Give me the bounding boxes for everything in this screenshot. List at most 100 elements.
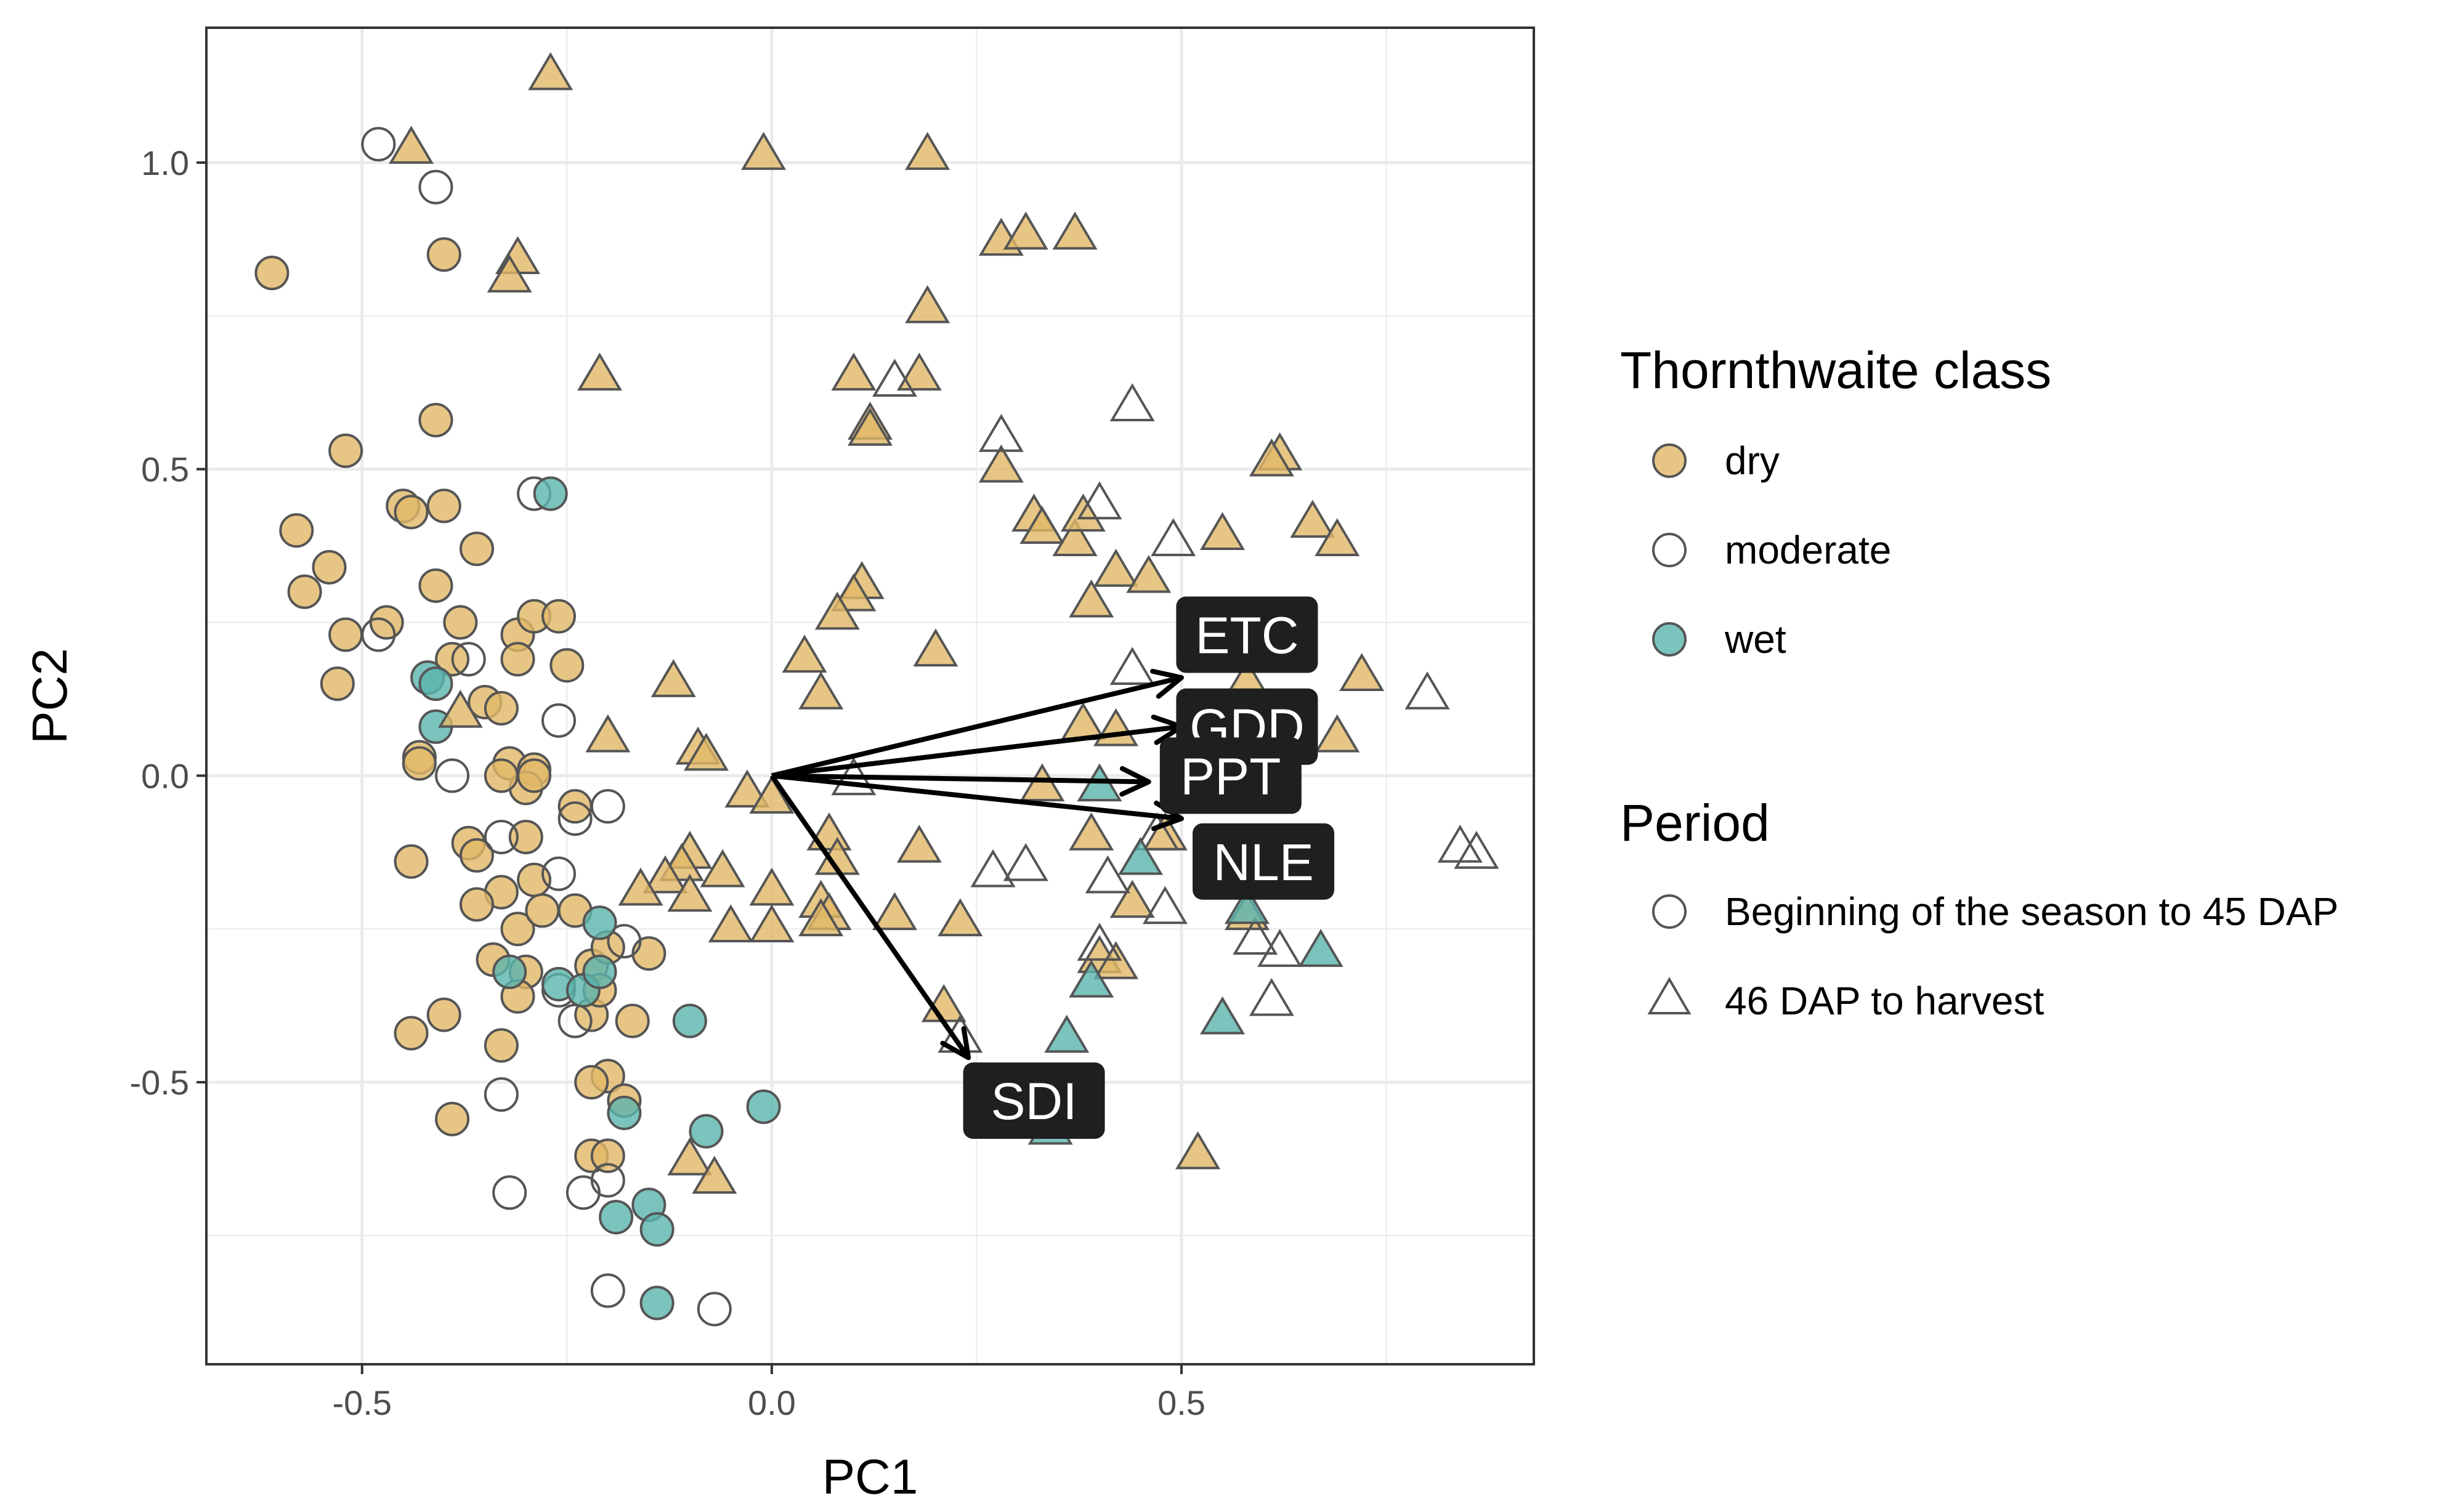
data-point-dry-circle xyxy=(435,1101,470,1136)
data-point-dry-circle xyxy=(459,532,494,567)
data-point-dry-triangle xyxy=(1339,653,1385,691)
arrow-sdi-shaft xyxy=(769,774,971,1059)
data-point-wet-triangle xyxy=(1199,996,1246,1035)
data-point-dry-triangle xyxy=(487,254,532,293)
legend-label-harvest: 46 DAP to harvest xyxy=(1725,979,2044,1023)
data-point-dry-circle xyxy=(328,433,363,468)
data-point-dry-circle xyxy=(426,997,461,1032)
data-point-moderate-circle xyxy=(607,924,642,959)
arrow-etc-shaft xyxy=(771,675,1182,779)
grid-lines xyxy=(206,28,1534,1364)
arrow-sdi-label: SDI xyxy=(991,1072,1077,1130)
data-point-dry-triangle xyxy=(896,352,942,391)
data-point-dry-circle xyxy=(320,666,355,702)
data-point-dry-circle xyxy=(418,568,453,603)
data-point-moderate-triangle xyxy=(1077,923,1122,961)
x-tick-label: 0.5 xyxy=(1157,1383,1206,1422)
arrow-nle-shaft xyxy=(771,773,1182,822)
data-point-dry-circle xyxy=(484,1028,519,1063)
data-point-wet-triangle xyxy=(1069,959,1114,998)
data-point-wet-triangle xyxy=(1298,929,1343,967)
data-point-dry-circle xyxy=(279,513,314,548)
data-point-dry-circle xyxy=(459,838,494,873)
data-point-dry-circle xyxy=(394,844,429,879)
data-point-dry-circle xyxy=(426,488,461,524)
data-point-dry-circle xyxy=(394,1016,429,1051)
data-points xyxy=(254,52,1499,1327)
data-point-dry-circle xyxy=(574,1065,609,1100)
data-point-dry-triangle xyxy=(749,775,795,814)
data-point-moderate-triangle xyxy=(1151,518,1196,556)
data-point-wet-circle xyxy=(418,666,453,702)
data-point-dry-triangle xyxy=(577,352,623,391)
legend-key-dry xyxy=(1652,443,1687,478)
x-tick-label: 0.0 xyxy=(748,1383,796,1422)
data-point-moderate-circle xyxy=(484,1077,519,1112)
data-point-moderate-circle xyxy=(484,819,519,854)
data-point-dry-circle xyxy=(443,605,478,640)
data-point-moderate-circle xyxy=(435,758,470,793)
data-point-dry-triangle xyxy=(700,849,745,888)
legend-label-moderate: moderate xyxy=(1725,528,1891,572)
data-point-dry-circle xyxy=(459,887,494,922)
legend-label-beginning: Beginning of the season to 45 DAP xyxy=(1725,889,2338,934)
data-point-dry-triangle xyxy=(1052,211,1098,250)
data-point-moderate-circle xyxy=(361,617,396,652)
y-axis-title: PC2 xyxy=(22,648,77,744)
arrow-ppt-head xyxy=(1119,766,1151,797)
y-tick-label: -0.5 xyxy=(130,1063,190,1102)
arrow-ppt-label-box xyxy=(1159,737,1302,814)
legend-title-thornthwaite: Thornthwaite class xyxy=(1620,341,2051,399)
data-point-dry-triangle xyxy=(650,659,696,697)
data-point-dry-triangle xyxy=(389,126,434,164)
data-point-dry-circle xyxy=(541,599,577,634)
y-tick-label: 1.0 xyxy=(141,144,189,182)
data-point-wet-triangle xyxy=(1224,886,1270,924)
data-point-moderate-triangle xyxy=(1077,481,1122,520)
data-point-moderate-triangle xyxy=(872,358,917,397)
data-point-moderate-circle xyxy=(590,789,625,824)
data-point-dry-circle xyxy=(525,893,560,928)
data-point-moderate-circle xyxy=(590,1163,625,1198)
data-point-moderate-circle xyxy=(697,1292,732,1327)
data-point-dry-triangle xyxy=(896,824,942,863)
data-point-dry-triangle xyxy=(1069,812,1114,851)
arrow-sdi-label-box xyxy=(963,1062,1105,1139)
data-point-dry-triangle xyxy=(1019,506,1065,544)
data-point-dry-triangle xyxy=(692,1155,737,1194)
data-point-dry-circle xyxy=(500,642,535,677)
data-point-wet-circle xyxy=(599,1200,634,1235)
data-point-dry-triangle xyxy=(585,714,631,753)
data-point-dry-triangle xyxy=(642,855,688,894)
data-point-dry-triangle xyxy=(437,689,483,728)
data-point-moderate-triangle xyxy=(1454,830,1499,869)
data-point-dry-circle xyxy=(615,1003,650,1038)
data-point-dry-triangle xyxy=(1093,548,1139,587)
data-point-dry-circle xyxy=(402,746,437,781)
plot-panel-background xyxy=(206,28,1534,1364)
x-tick-label: -0.5 xyxy=(332,1383,392,1422)
data-point-dry-circle xyxy=(508,819,543,854)
data-point-dry-circle xyxy=(394,495,429,530)
data-point-dry-triangle xyxy=(913,628,958,667)
data-point-wet-circle xyxy=(639,1285,675,1321)
legend-key-moderate xyxy=(1652,533,1687,567)
data-point-wet-triangle xyxy=(1117,836,1163,875)
data-point-wet-circle xyxy=(607,1095,642,1130)
data-point-moderate-circle xyxy=(451,642,486,677)
arrow-gdd-shaft xyxy=(771,724,1182,779)
data-point-dry-triangle xyxy=(1126,554,1172,593)
data-point-dry-circle xyxy=(426,237,461,272)
data-point-dry-triangle xyxy=(749,904,795,943)
data-point-dry-triangle xyxy=(618,867,663,906)
arrow-nle-label: NLE xyxy=(1213,833,1313,891)
data-point-moderate-circle xyxy=(541,703,577,738)
data-point-dry-triangle xyxy=(708,904,753,943)
data-point-dry-triangle xyxy=(1315,714,1360,753)
legend-label-dry: dry xyxy=(1725,439,1780,483)
arrow-ppt-label: PPT xyxy=(1180,747,1281,805)
data-point-moderate-triangle xyxy=(978,413,1024,452)
data-point-moderate-circle xyxy=(557,801,593,836)
